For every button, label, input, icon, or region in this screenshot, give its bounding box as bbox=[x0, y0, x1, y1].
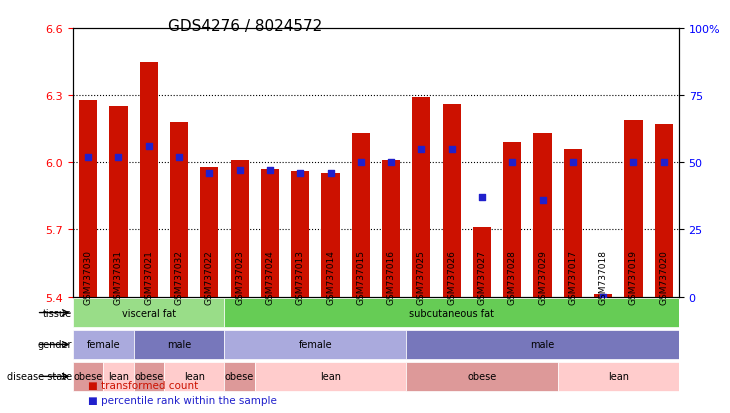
Bar bbox=[261, 170, 279, 297]
Text: gender: gender bbox=[37, 339, 72, 350]
Bar bbox=[170, 123, 188, 297]
Text: disease state: disease state bbox=[7, 371, 72, 382]
Point bbox=[567, 159, 579, 166]
Bar bbox=[164, 362, 225, 391]
Bar bbox=[407, 362, 558, 391]
Bar bbox=[352, 134, 370, 297]
Text: lean: lean bbox=[108, 371, 129, 382]
Point bbox=[658, 159, 669, 166]
Text: GSM737013: GSM737013 bbox=[296, 250, 304, 305]
Text: female: female bbox=[86, 339, 120, 350]
Text: GSM737026: GSM737026 bbox=[447, 250, 456, 304]
Bar bbox=[412, 98, 431, 297]
Bar bbox=[473, 228, 491, 297]
Text: GSM737019: GSM737019 bbox=[629, 250, 638, 305]
Bar bbox=[134, 330, 225, 359]
Bar bbox=[225, 330, 407, 359]
Text: subcutaneous fat: subcutaneous fat bbox=[410, 308, 494, 318]
Point bbox=[325, 170, 337, 177]
Bar bbox=[558, 362, 679, 391]
Bar bbox=[200, 167, 218, 297]
Text: GSM737028: GSM737028 bbox=[508, 250, 517, 304]
Point bbox=[204, 170, 215, 177]
Text: GSM737029: GSM737029 bbox=[538, 250, 547, 304]
Bar bbox=[564, 150, 582, 297]
Text: GSM737023: GSM737023 bbox=[235, 250, 244, 304]
Text: obese: obese bbox=[74, 371, 103, 382]
Bar bbox=[594, 294, 612, 297]
Text: GSM737022: GSM737022 bbox=[205, 250, 214, 304]
Bar bbox=[110, 107, 128, 297]
Text: lean: lean bbox=[608, 371, 629, 382]
Point bbox=[82, 154, 94, 161]
Point bbox=[507, 159, 518, 166]
Text: GSM737030: GSM737030 bbox=[84, 250, 93, 305]
Bar bbox=[382, 161, 400, 297]
Bar bbox=[225, 362, 255, 391]
Point bbox=[385, 159, 397, 166]
Bar bbox=[407, 330, 679, 359]
Text: obese: obese bbox=[225, 371, 254, 382]
Text: GSM737020: GSM737020 bbox=[659, 250, 668, 304]
Point bbox=[476, 195, 488, 201]
Point bbox=[537, 197, 548, 204]
Bar bbox=[321, 174, 339, 297]
Point bbox=[264, 168, 276, 174]
Point bbox=[628, 159, 639, 166]
Bar bbox=[134, 362, 164, 391]
Bar bbox=[503, 143, 521, 297]
Text: male: male bbox=[167, 339, 191, 350]
Point bbox=[597, 294, 609, 300]
Bar bbox=[291, 172, 310, 297]
Point bbox=[446, 146, 458, 153]
Text: GSM737014: GSM737014 bbox=[326, 250, 335, 304]
Bar bbox=[534, 134, 552, 297]
Point bbox=[143, 143, 155, 150]
Text: lean: lean bbox=[320, 371, 341, 382]
Bar bbox=[655, 125, 673, 297]
Bar bbox=[73, 299, 225, 327]
Text: GSM737032: GSM737032 bbox=[174, 250, 183, 304]
Point bbox=[355, 159, 366, 166]
Bar bbox=[231, 161, 249, 297]
Text: visceral fat: visceral fat bbox=[122, 308, 176, 318]
Bar bbox=[104, 362, 134, 391]
Text: GSM737015: GSM737015 bbox=[356, 250, 365, 305]
Text: lean: lean bbox=[184, 371, 204, 382]
Text: GSM737025: GSM737025 bbox=[417, 250, 426, 304]
Text: GSM737017: GSM737017 bbox=[569, 250, 577, 305]
Text: female: female bbox=[299, 339, 332, 350]
Text: obese: obese bbox=[467, 371, 496, 382]
Text: GSM737021: GSM737021 bbox=[145, 250, 153, 304]
Bar bbox=[79, 100, 97, 297]
Text: GSM737024: GSM737024 bbox=[266, 250, 274, 304]
Bar bbox=[73, 362, 104, 391]
Text: male: male bbox=[531, 339, 555, 350]
Text: GDS4276 / 8024572: GDS4276 / 8024572 bbox=[168, 19, 322, 33]
Text: ■ transformed count: ■ transformed count bbox=[88, 380, 198, 390]
Text: ■ percentile rank within the sample: ■ percentile rank within the sample bbox=[88, 395, 277, 405]
Point bbox=[234, 168, 245, 174]
Point bbox=[173, 154, 185, 161]
Bar bbox=[624, 121, 642, 297]
Text: GSM737018: GSM737018 bbox=[599, 250, 607, 305]
Text: obese: obese bbox=[134, 371, 164, 382]
Point bbox=[294, 170, 306, 177]
Text: GSM737016: GSM737016 bbox=[387, 250, 396, 305]
Text: GSM737027: GSM737027 bbox=[477, 250, 486, 304]
Text: tissue: tissue bbox=[42, 308, 72, 318]
Point bbox=[415, 146, 427, 153]
Point bbox=[112, 154, 124, 161]
Bar bbox=[139, 62, 158, 297]
Text: GSM737031: GSM737031 bbox=[114, 250, 123, 305]
Bar bbox=[442, 105, 461, 297]
Bar bbox=[73, 330, 134, 359]
Bar bbox=[225, 299, 679, 327]
Bar bbox=[255, 362, 407, 391]
